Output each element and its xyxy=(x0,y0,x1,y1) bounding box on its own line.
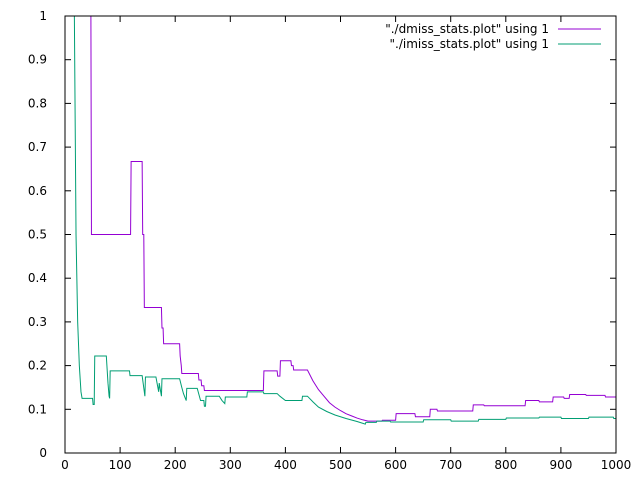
y-tick-label: 0.1 xyxy=(28,402,47,416)
x-tick-label: 600 xyxy=(384,458,407,472)
y-tick-label: 0 xyxy=(39,446,47,460)
legend-label-1: "./dmiss_stats.plot" using 1 xyxy=(385,22,549,36)
y-tick-label: 0.9 xyxy=(28,53,47,67)
series-line-2 xyxy=(73,15,616,425)
plot-frame xyxy=(64,15,617,454)
x-tick-label: 400 xyxy=(274,458,297,472)
x-tick-label: 200 xyxy=(164,458,187,472)
x-tick-label: 0 xyxy=(61,458,69,472)
x-tick-label: 100 xyxy=(109,458,132,472)
series-lines xyxy=(73,15,616,425)
x-tick-label: 300 xyxy=(219,458,242,472)
axis-ticks: 0 100 200 300 400 500 600 700 800 900 1000 0 0.1 0.2 0… xyxy=(28,9,631,472)
y-tick-label: 1 xyxy=(39,9,47,23)
x-tick-label: 1000 xyxy=(601,458,632,472)
y-tick-label: 0.3 xyxy=(28,315,47,329)
y-tick-label: 0.6 xyxy=(28,184,47,198)
series-line-1 xyxy=(90,15,616,422)
x-tick-label: 500 xyxy=(329,458,352,472)
legend: "./dmiss_stats.plot" using 1"./imiss_sta… xyxy=(385,22,601,51)
y-tick-label: 0.5 xyxy=(28,228,47,242)
x-tick-label: 700 xyxy=(439,458,462,472)
x-tick-label: 900 xyxy=(549,458,572,472)
legend-label-2: "./imiss_stats.plot" using 1 xyxy=(389,37,549,51)
y-tick-label: 0.7 xyxy=(28,140,47,154)
x-tick-label: 800 xyxy=(494,458,517,472)
y-tick-label: 0.4 xyxy=(28,271,47,285)
y-tick-label: 0.2 xyxy=(28,359,47,373)
y-tick-label: 0.8 xyxy=(28,96,47,110)
